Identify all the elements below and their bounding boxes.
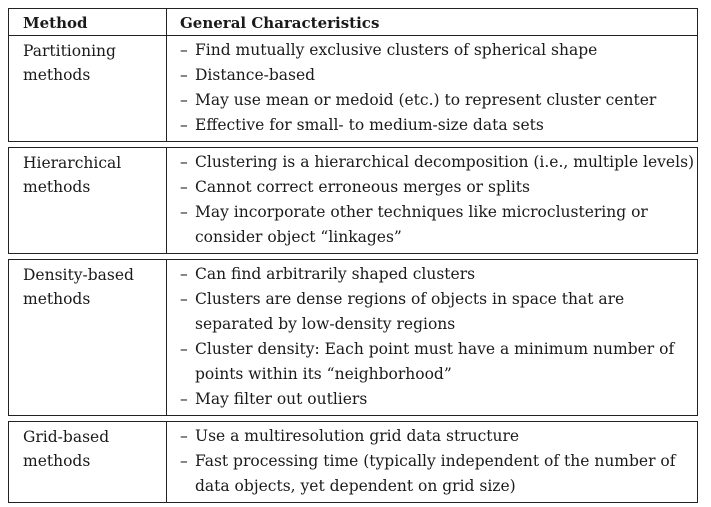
characteristics-list: – Clustering is a hierarchical decomposit… [180, 148, 697, 253]
list-item: – May incorporate other techniques like m… [180, 203, 648, 246]
header-method: Method [23, 14, 88, 32]
list-item: – Use a multiresolution grid data structu… [180, 427, 520, 445]
list-item: – May use mean or medoid (etc.) to repres… [180, 91, 657, 109]
characteristics-list: – Find mutually exclusive clusters of sph… [180, 36, 697, 141]
column-divider [166, 36, 167, 141]
group-partitioning: Partitioning methods – Find mutually excl… [8, 36, 698, 142]
method-name: Grid-based methods [23, 428, 110, 470]
column-divider [166, 148, 167, 253]
list-item: – Cannot correct erroneous merges or spli… [180, 178, 530, 196]
list-item: – Can find arbitrarily shaped clusters [180, 265, 476, 283]
method-name: Density-based methods [23, 266, 134, 308]
group-hierarchical: Hierarchical methods – Clustering is a hi… [8, 147, 698, 254]
column-divider [166, 422, 167, 502]
list-item: – Effective for small- to medium-size dat… [180, 116, 544, 134]
list-item: – Clustering is a hierarchical decomposit… [180, 153, 695, 171]
list-item: – Clusters are dense regions of objects i… [180, 290, 625, 333]
column-divider [166, 9, 167, 35]
clustering-methods-table: Method General Characteristics Partition… [8, 8, 698, 503]
header-characteristics: General Characteristics [180, 14, 380, 32]
list-item: – May filter out outliers [180, 390, 368, 408]
method-name: Hierarchical methods [23, 154, 122, 196]
characteristics-list: – Can find arbitrarily shaped clusters – C… [180, 260, 697, 415]
group-grid-based: Grid-based methods – Use a multiresolutio… [8, 421, 698, 503]
method-name: Partitioning methods [23, 42, 116, 84]
table-header: Method General Characteristics [8, 8, 698, 36]
column-divider [166, 260, 167, 415]
list-item: – Find mutually exclusive clusters of sph… [180, 41, 598, 59]
list-item: – Cluster density: Each point must have a… [180, 340, 675, 383]
list-item: – Fast processing time (typically indepen… [180, 452, 676, 495]
characteristics-list: – Use a multiresolution grid data structu… [180, 422, 697, 502]
list-item: – Distance-based [180, 66, 316, 84]
group-density-based: Density-based methods – Can find arbitrar… [8, 259, 698, 416]
